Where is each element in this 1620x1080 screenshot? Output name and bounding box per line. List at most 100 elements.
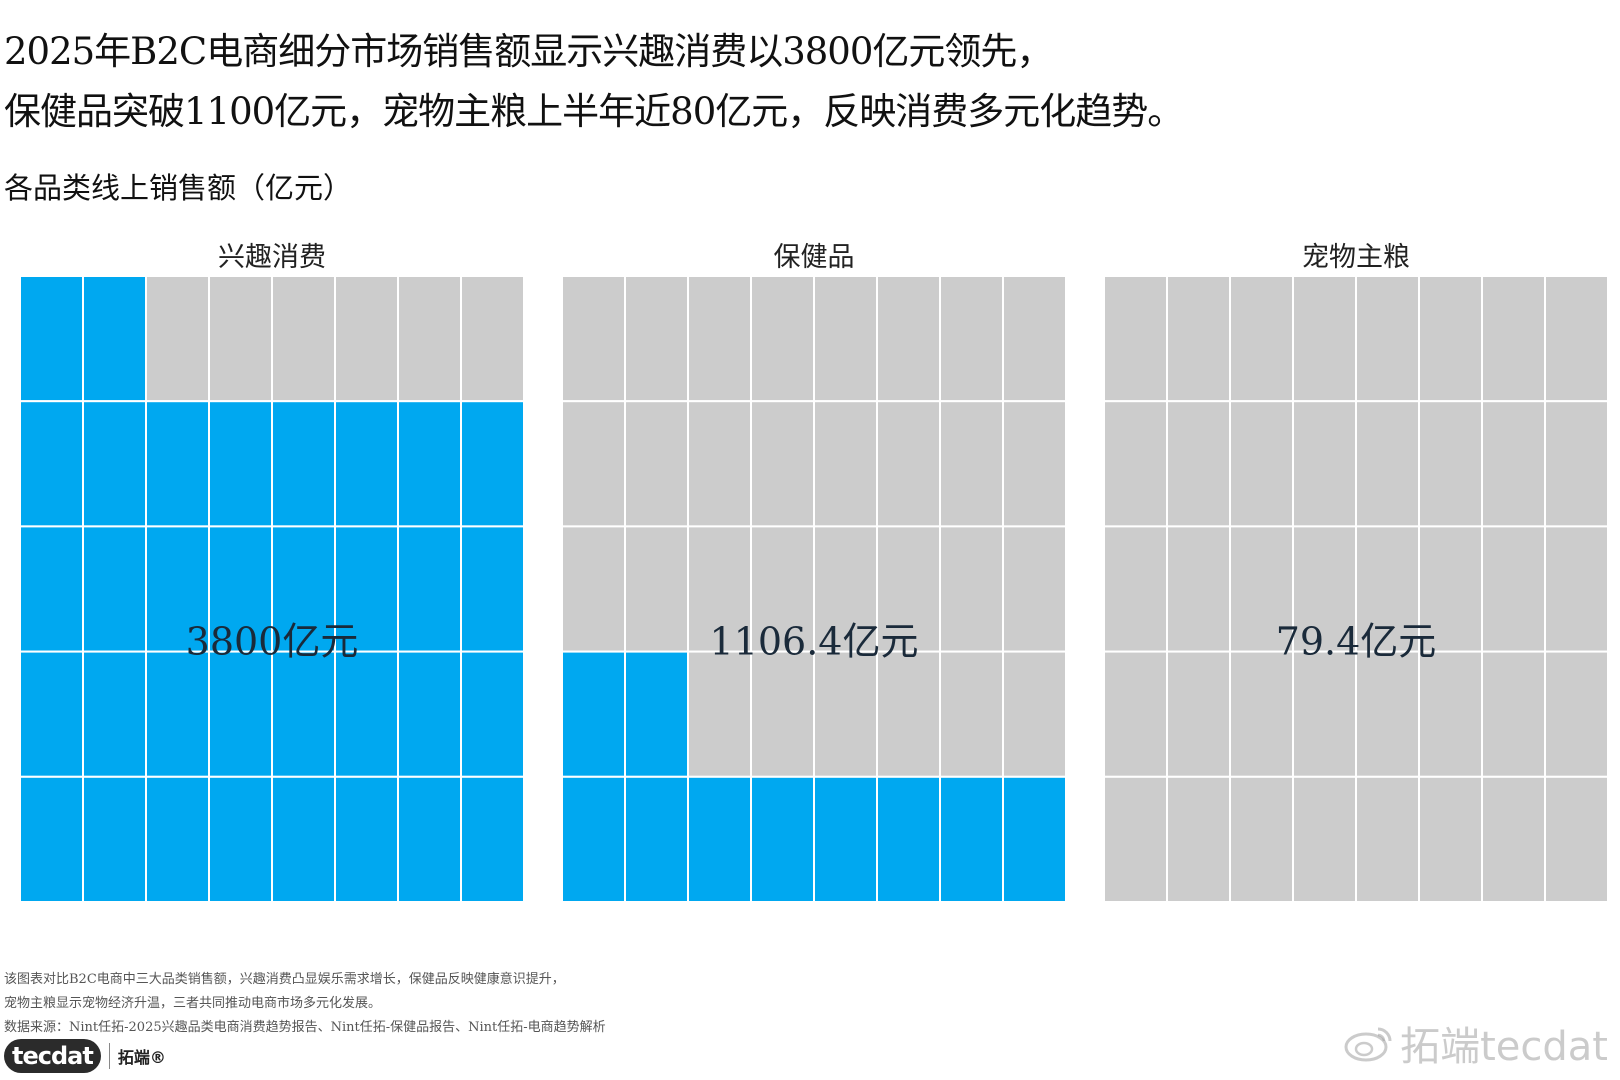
waffle-cell-filled xyxy=(624,775,689,903)
waffle-cell-empty xyxy=(687,275,752,403)
waffle-cell-empty xyxy=(1544,525,1609,653)
waffle-cell-empty xyxy=(1544,775,1609,903)
waffle-cell-filled xyxy=(145,525,210,653)
chart-notes: 该图表对比B2C电商中三大品类销售额，兴趣消费凸显娱乐需求增长，保健品反映健康意… xyxy=(4,968,606,1040)
waffle-cell-filled xyxy=(561,650,626,778)
panel-value-label: 1106.4亿元 xyxy=(710,620,919,664)
waffle-cell-filled xyxy=(397,775,462,903)
waffle-cell-empty xyxy=(939,400,1004,528)
waffle-cell-filled xyxy=(19,775,84,903)
waffle-cell-empty xyxy=(1355,275,1420,403)
waffle-cell-empty xyxy=(687,400,752,528)
waffle-cell-filled xyxy=(939,775,1004,903)
waffle-cell-empty xyxy=(1481,275,1546,403)
headline: 2025年B2C电商细分市场销售额显示兴趣消费以3800亿元领先， 保健品突破1… xyxy=(4,22,1604,142)
logo-divider xyxy=(108,1043,110,1069)
waffle-cell-filled xyxy=(82,650,147,778)
panel-title: 保健品 xyxy=(774,242,855,273)
waffle-cell-empty xyxy=(876,650,941,778)
waffle-cell-empty xyxy=(1229,275,1294,403)
waffle-cell-empty xyxy=(939,650,1004,778)
waffle-cell-empty xyxy=(1292,775,1357,903)
waffle-cell-filled xyxy=(397,400,462,528)
waffle-cell-filled xyxy=(397,525,462,653)
waffle-cell-filled xyxy=(271,650,336,778)
panel-title: 宠物主粮 xyxy=(1302,242,1410,273)
waffle-cell-empty xyxy=(145,275,210,403)
waffle-cell-empty xyxy=(1103,525,1168,653)
waffle-cell-empty xyxy=(1481,400,1546,528)
waffle-cell-empty xyxy=(1355,650,1420,778)
waffle-cell-empty xyxy=(1229,775,1294,903)
waffle-cell-filled xyxy=(19,525,84,653)
waffle-cell-empty xyxy=(1166,275,1231,403)
waffle-cell-empty xyxy=(334,275,399,403)
waffle-panel: 兴趣消费 3800亿元 xyxy=(19,242,525,903)
waffle-cell-empty xyxy=(939,525,1004,653)
waffle-cell-empty xyxy=(750,275,815,403)
waffle-cell-filled xyxy=(561,775,626,903)
waffle-cell-empty xyxy=(561,275,626,403)
waffle-cell-empty xyxy=(1103,775,1168,903)
waffle-cell-filled xyxy=(271,400,336,528)
waffle-cell-empty xyxy=(1103,400,1168,528)
waffle-cell-filled xyxy=(334,650,399,778)
waffle-cell-filled xyxy=(334,400,399,528)
waffle-cell-empty xyxy=(1229,650,1294,778)
waffle-cell-empty xyxy=(1002,650,1067,778)
waffle-cell-filled xyxy=(82,400,147,528)
waffle-cell-empty xyxy=(561,400,626,528)
watermark-text: 拓端tecdat xyxy=(1400,1024,1608,1070)
waffle-cell-filled xyxy=(750,775,815,903)
waffle-cell-empty xyxy=(813,275,878,403)
waffle-cell-empty xyxy=(687,650,752,778)
waffle-cell-filled xyxy=(208,400,273,528)
waffle-cell-empty xyxy=(1544,650,1609,778)
waffle-cell-empty xyxy=(1292,525,1357,653)
panel-value-label: 79.4亿元 xyxy=(1276,620,1437,664)
waffle-chart: 兴趣消费 3800亿元 保健品 1106.4亿元 宠物主粮 79.4亿元 xyxy=(19,242,1609,903)
waffle-cell-empty xyxy=(624,525,689,653)
waffle-cell-filled xyxy=(19,275,84,403)
logo: tecdat 拓端® xyxy=(4,1038,166,1074)
waffle-cell-filled xyxy=(1002,775,1067,903)
waffle-cell-empty xyxy=(1544,400,1609,528)
waffle-cell-filled xyxy=(334,775,399,903)
waffle-cell-filled xyxy=(460,650,525,778)
panel-title: 兴趣消费 xyxy=(218,242,326,273)
waffle-cell-filled xyxy=(460,525,525,653)
waffle-cell-filled xyxy=(19,650,84,778)
waffle-cell-filled xyxy=(624,650,689,778)
waffle-cell-empty xyxy=(1002,525,1067,653)
waffle-cell-empty xyxy=(750,650,815,778)
waffle-cell-empty xyxy=(1103,275,1168,403)
waffle-cell-empty xyxy=(876,525,941,653)
waffle-cell-filled xyxy=(460,775,525,903)
note-line-2: 宠物主粮显示宠物经济升温，三者共同推动电商市场多元化发展。 xyxy=(4,996,382,1011)
waffle-cell-empty xyxy=(1166,525,1231,653)
waffle-cell-filled xyxy=(82,775,147,903)
chart-subtitle: 各品类线上销售额（亿元） xyxy=(4,171,353,205)
waffle-cell-filled xyxy=(397,650,462,778)
waffle-cell-empty xyxy=(271,275,336,403)
waffle-cell-empty xyxy=(1229,400,1294,528)
waffle-cell-empty xyxy=(813,400,878,528)
waffle-cell-filled xyxy=(19,400,84,528)
waffle-cell-empty xyxy=(939,275,1004,403)
waffle-cell-empty xyxy=(1355,775,1420,903)
waffle-cell-empty xyxy=(1355,400,1420,528)
waffle-cell-empty xyxy=(1418,775,1483,903)
waffle-cell-empty xyxy=(813,650,878,778)
source-note: 数据来源：Nint任拓-2025兴趣品类电商消费趋势报告、Nint任拓-保健品报… xyxy=(4,1020,606,1035)
waffle-panel: 宠物主粮 79.4亿元 xyxy=(1103,242,1609,903)
waffle-cell-filled xyxy=(145,400,210,528)
waffle-cell-empty xyxy=(1002,400,1067,528)
waffle-cell-empty xyxy=(1418,525,1483,653)
waffle-cell-empty xyxy=(1481,650,1546,778)
waffle-cell-empty xyxy=(561,525,626,653)
waffle-cell-empty xyxy=(1166,400,1231,528)
waffle-cell-empty xyxy=(1292,275,1357,403)
waffle-cell-empty xyxy=(1166,775,1231,903)
waffle-cell-empty xyxy=(624,400,689,528)
waffle-cell-empty xyxy=(876,275,941,403)
